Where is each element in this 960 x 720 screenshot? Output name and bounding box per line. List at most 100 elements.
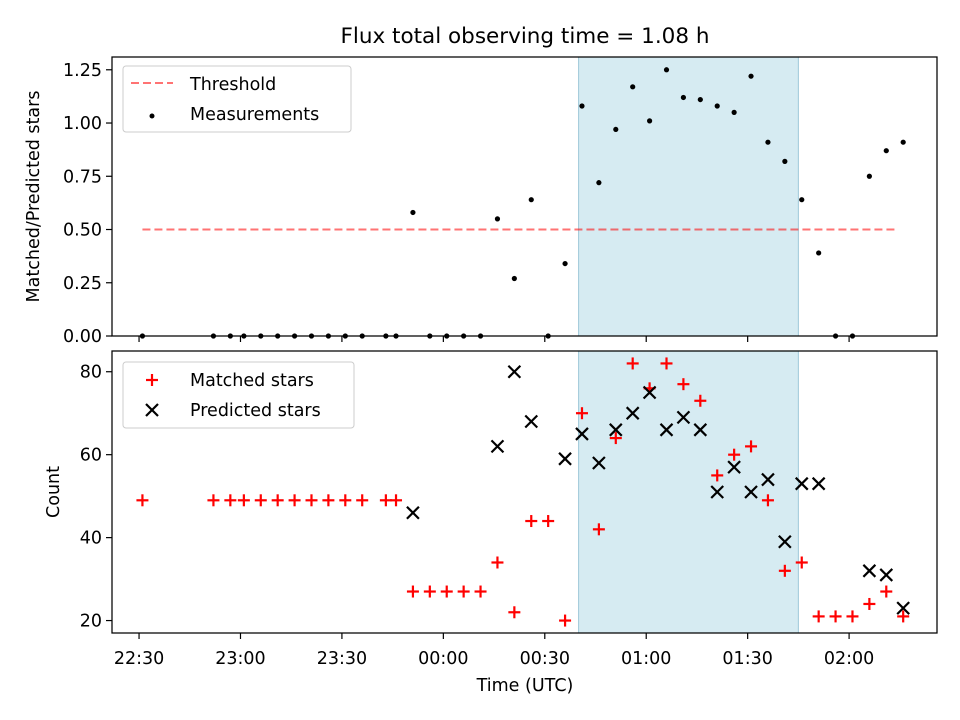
- predicted-point: [642, 385, 657, 400]
- predicted-point: [761, 472, 775, 487]
- top-shaded-region: [578, 56, 799, 337]
- predicted-point: [592, 456, 606, 470]
- measurement-point: [731, 109, 737, 115]
- matched-point: [224, 494, 237, 507]
- measurement-point: [866, 173, 872, 179]
- measurement-point: [494, 216, 501, 222]
- measurement-point: [562, 260, 568, 267]
- predicted-point: [693, 423, 708, 437]
- predicted-point: [406, 505, 420, 520]
- matched-point: [136, 494, 149, 507]
- matched-point: [863, 597, 876, 610]
- matched-point: [406, 585, 419, 598]
- matched-point: [457, 585, 470, 598]
- matched-point: [880, 585, 893, 598]
- y-tick-label: 0.25: [63, 274, 102, 294]
- measurement-point: [511, 275, 517, 282]
- x-axis-label: Time (UTC): [476, 676, 574, 696]
- legend-matched-label: Matched stars: [190, 371, 314, 391]
- y-tick-label: 40: [80, 529, 102, 549]
- x-tick-label: 23:30: [317, 649, 367, 669]
- x-tick-label: 02:00: [824, 649, 874, 669]
- measurement-point: [900, 139, 906, 145]
- matched-point: [778, 564, 791, 577]
- top-x-axis-ticks: [138, 336, 850, 342]
- bottom-series-predicted: [406, 364, 910, 615]
- predicted-point: [896, 601, 910, 615]
- bottom-shaded-region: [578, 350, 799, 634]
- matched-point: [322, 494, 335, 507]
- matched-point: [626, 357, 639, 370]
- legend-measurements-swatch: [149, 113, 155, 119]
- predicted-point: [879, 568, 894, 582]
- matched-point: [542, 515, 555, 528]
- matched-point: [694, 394, 707, 407]
- predicted-point: [710, 485, 725, 499]
- predicted-point: [575, 427, 589, 441]
- matched-point: [423, 585, 436, 598]
- matched-point: [390, 494, 403, 507]
- bottom-x-axis-ticks: 22:30 23:00 23:30 00:00 00:30 01:00 01:30 02:00: [114, 633, 874, 669]
- predicted-point: [676, 410, 691, 425]
- matched-point: [207, 494, 220, 507]
- predicted-point: [507, 364, 522, 379]
- matched-point: [829, 610, 842, 623]
- matched-point: [271, 494, 284, 507]
- x-tick-label: 01:30: [722, 649, 772, 669]
- y-tick-label: 1.00: [63, 114, 102, 134]
- matched-point: [795, 556, 808, 569]
- x-tick-label: 00:00: [418, 649, 468, 669]
- measurement-point: [765, 139, 771, 145]
- matched-point: [728, 448, 741, 461]
- matched-point: [474, 585, 487, 598]
- matched-point: [339, 494, 352, 507]
- measurement-point: [697, 96, 703, 103]
- chart-title: Flux total observing time = 1.08 h: [341, 24, 710, 49]
- matched-point: [897, 610, 910, 623]
- measurement-point: [630, 84, 636, 90]
- matched-point: [305, 494, 318, 507]
- matched-point: [559, 614, 572, 627]
- predicted-point: [862, 564, 877, 578]
- measurement-point: [816, 250, 822, 256]
- matched-point: [525, 515, 538, 528]
- top-series-measurements: [139, 67, 906, 339]
- legend-predicted-label: Predicted stars: [190, 401, 321, 421]
- measurement-point: [596, 180, 602, 186]
- top-panel: 0.00 0.25 0.50 0.75 1.00 1.25 Matched/Predict…: [24, 56, 938, 347]
- predicted-point: [558, 452, 572, 466]
- measurement-point: [748, 73, 754, 79]
- matched-point: [711, 469, 724, 482]
- measurement-point: [528, 197, 534, 203]
- matched-point: [254, 494, 267, 507]
- x-tick-label: 23:00: [215, 649, 265, 669]
- matched-point: [609, 432, 622, 445]
- measurement-point: [799, 197, 805, 203]
- y-tick-label: 0.50: [63, 221, 102, 241]
- legend-matched-swatch: [146, 374, 158, 386]
- bottom-y-axis-ticks: 20 40 60 80: [80, 363, 112, 632]
- y-tick-label: 0.00: [63, 327, 102, 347]
- legend-threshold-label: Threshold: [189, 75, 276, 95]
- matched-point: [592, 523, 605, 536]
- y-tick-label: 1.25: [63, 61, 102, 81]
- matched-point: [440, 585, 453, 598]
- predicted-point: [659, 423, 674, 437]
- predicted-point: [811, 476, 826, 491]
- predicted-point: [794, 476, 809, 491]
- measurement-point: [782, 158, 788, 164]
- predicted-point: [490, 439, 505, 454]
- bottom-panel: 20 40 60 80 22:30 23:00 23:30 00:00 00:30 01:00 0…: [44, 350, 938, 696]
- matched-point: [812, 610, 825, 623]
- bottom-series-matched: [136, 357, 910, 627]
- y-tick-label: 0.75: [63, 167, 102, 187]
- matched-point: [237, 494, 250, 507]
- y-tick-label: 80: [80, 363, 102, 383]
- predicted-point: [744, 485, 758, 499]
- matched-point: [677, 378, 690, 391]
- x-tick-label: 01:00: [621, 649, 671, 669]
- measurement-point: [410, 209, 416, 216]
- bottom-axes-frame: [111, 350, 938, 634]
- bottom-legend-box: [122, 361, 355, 429]
